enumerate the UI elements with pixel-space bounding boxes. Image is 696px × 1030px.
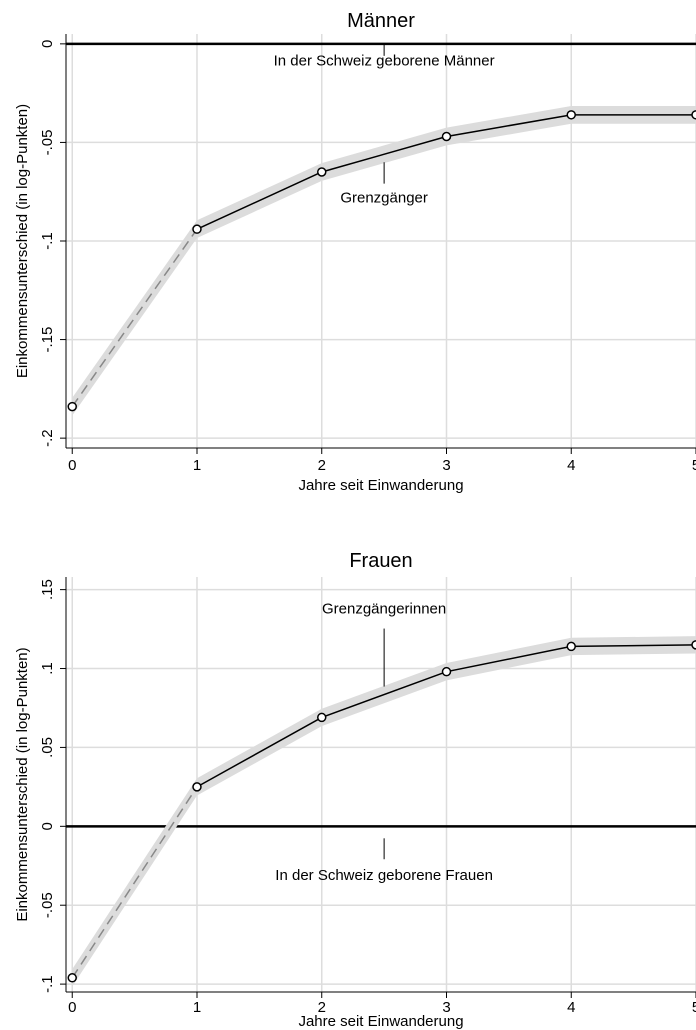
y-tick-label: -.15 xyxy=(39,327,56,353)
series-dashed-segment xyxy=(71,786,198,979)
x-tick-label: 3 xyxy=(442,457,450,474)
y-tick-label: -.2 xyxy=(39,429,56,447)
x-tick-label: 0 xyxy=(68,999,76,1016)
data-point xyxy=(67,973,77,983)
x-tick-label: 5 xyxy=(692,457,696,474)
data-point xyxy=(691,110,696,120)
series-dashed-segment xyxy=(71,228,198,408)
data-point xyxy=(441,131,452,142)
y-tick-label: -.05 xyxy=(39,892,56,918)
x-tick-label: 5 xyxy=(692,999,696,1016)
x-tick-label: 2 xyxy=(318,999,326,1016)
chart-title: Frauen xyxy=(349,550,412,572)
chart-panel-frauen: Frauen 0 1 2 3 4 5 Jahre seit Einwanderung .15 .1… xyxy=(14,550,696,1030)
reference-label: In der Schweiz geborene Frauen xyxy=(275,867,493,884)
x-tick-label: 3 xyxy=(442,999,450,1016)
data-point xyxy=(67,401,77,412)
x-tick-label: 1 xyxy=(193,457,201,474)
y-tick-label: .1 xyxy=(39,662,56,675)
y-tick-label: -.05 xyxy=(39,129,56,155)
x-axis-label: Jahre seit Einwanderung xyxy=(298,1013,463,1030)
confidence-band xyxy=(72,105,696,416)
series-label: Grenzgänger xyxy=(340,190,428,207)
data-point xyxy=(691,640,696,650)
y-tick-label: -.1 xyxy=(39,975,56,993)
x-tick-label: 4 xyxy=(567,457,575,474)
chart-panel-maenner: Männer 0 1 2 3 4 5 Jahre seit Einwanderung 0 -.05… xyxy=(14,10,696,494)
y-tick-label: 0 xyxy=(39,822,56,830)
data-point xyxy=(566,641,576,652)
chart-title: Männer xyxy=(347,10,415,32)
y-tick-label: 0 xyxy=(39,40,56,48)
x-axis-label: Jahre seit Einwanderung xyxy=(298,477,463,494)
x-tick-label: 0 xyxy=(68,457,76,474)
y-tick-label: .15 xyxy=(39,579,56,600)
data-point xyxy=(441,666,452,677)
data-point xyxy=(316,167,327,177)
data-point xyxy=(566,110,576,120)
x-tick-label: 4 xyxy=(567,999,575,1016)
x-tick-label: 2 xyxy=(318,457,326,474)
data-point xyxy=(316,712,327,723)
x-tick-label: 1 xyxy=(193,999,201,1016)
y-tick-label: .05 xyxy=(39,737,56,758)
data-point xyxy=(192,782,202,792)
confidence-band xyxy=(72,636,696,987)
series-label: Grenzgängerinnen xyxy=(322,601,446,618)
y-axis-label: Einkommensunterschied (in log-Punkten) xyxy=(14,104,31,378)
y-axis-label: Einkommensunterschied (in log-Punkten) xyxy=(14,647,31,921)
y-tick-label: -.1 xyxy=(39,232,56,250)
data-point xyxy=(192,224,202,234)
reference-label: In der Schweiz geborene Männer xyxy=(274,53,495,70)
